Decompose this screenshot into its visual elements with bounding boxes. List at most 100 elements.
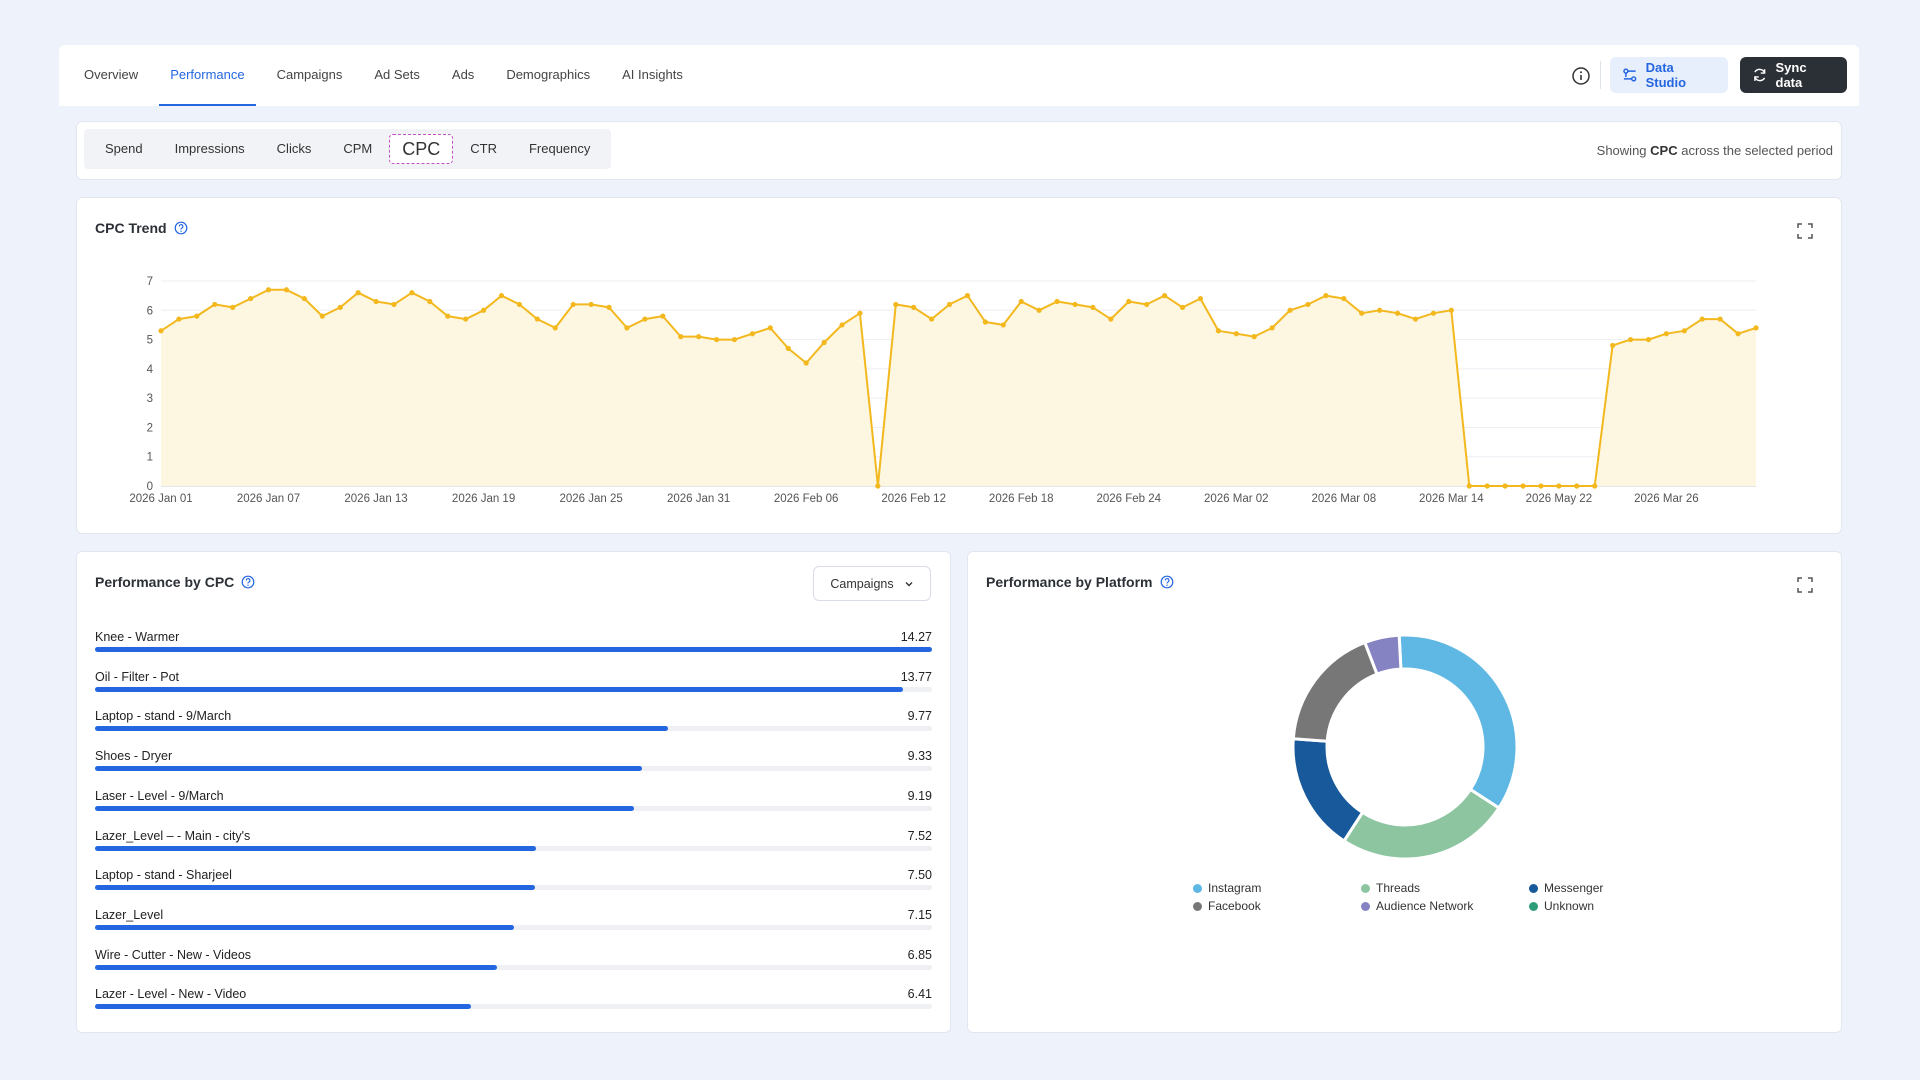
line-point: [1574, 483, 1580, 489]
line: [160, 288, 1757, 487]
legend-item[interactable]: Messenger: [1529, 881, 1697, 895]
legend-swatch: [1361, 901, 1370, 911]
line-point: [588, 301, 594, 308]
expand-icon[interactable]: [1796, 576, 1814, 594]
bar: [95, 885, 535, 891]
line-point: [821, 339, 827, 346]
line-point: [1466, 483, 1472, 489]
line-point: [1359, 310, 1365, 316]
bar-track: [95, 885, 932, 891]
chart-title: Performance by CPC: [95, 574, 235, 590]
bar: [95, 726, 669, 732]
metric-tab[interactable]: Clicks: [276, 141, 312, 156]
line-point: [1144, 301, 1150, 308]
bar-row: Wire - Cutter - New - Videos 6.85: [95, 948, 932, 972]
help-icon[interactable]: [1160, 575, 1174, 589]
bar-track: [95, 686, 932, 692]
bar-track: [95, 845, 932, 851]
line-point: [1681, 328, 1687, 334]
line-point: [731, 336, 738, 343]
bar: [95, 964, 497, 970]
nav-tab[interactable]: Overview: [84, 67, 139, 82]
donut-chart: [1291, 633, 1519, 861]
sync-button[interactable]: Sync data: [1740, 57, 1847, 93]
help-icon[interactable]: [174, 221, 188, 235]
nav-tab[interactable]: Ads: [451, 67, 475, 82]
metric-tabs: Spend Impressions Clicks CPM CPC CTR Frequency: [84, 129, 612, 169]
metric-tab[interactable]: Impressions: [174, 141, 245, 156]
metric-tab[interactable]: CTR: [470, 141, 497, 156]
top-nav: Overview Performance Campaigns Ad Sets Ads De…: [59, 45, 1859, 106]
x-tick-label: 2026 Jan 01: [129, 493, 192, 505]
data-studio-label: Data Studio: [1645, 60, 1687, 90]
line-point: [516, 301, 523, 308]
bar-track: [95, 1004, 932, 1010]
line-point: [839, 322, 845, 328]
bar-track: [95, 766, 932, 772]
y-tick-label: 6: [147, 305, 153, 317]
bar-label: Lazer_Level: [95, 907, 164, 922]
bar-label: Shoes - Dryer: [95, 749, 173, 764]
line-point: [427, 298, 433, 305]
bar-row: Oil - Filter - Pot 13.77: [95, 670, 932, 694]
line-point: [1341, 295, 1347, 302]
line-point: [1538, 483, 1544, 489]
line-point: [1717, 316, 1723, 322]
line-point: [946, 301, 953, 308]
group-dropdown[interactable]: Campaigns: [813, 566, 931, 601]
legend-item[interactable]: Audience Network: [1361, 899, 1529, 913]
line-point: [1484, 483, 1490, 489]
legend-item[interactable]: Facebook: [1193, 899, 1361, 913]
help-icon[interactable]: [241, 575, 255, 589]
line-point: [1323, 293, 1329, 299]
chart-title: CPC Trend: [95, 220, 167, 236]
bar-row: Shoes - Dryer 9.33: [95, 749, 932, 773]
data-studio-icon: [1623, 68, 1637, 82]
metric-tab[interactable]: CPC: [389, 134, 454, 164]
bar-track: [95, 726, 932, 732]
legend-item[interactable]: Threads: [1361, 881, 1529, 895]
donut-slice: [1291, 640, 1379, 743]
bar-value: 6.41: [907, 987, 932, 1002]
donut-slice: [1291, 737, 1365, 844]
note-suffix: across the selected period: [1681, 143, 1833, 158]
metric-tab[interactable]: CPM: [343, 141, 373, 156]
line-point: [875, 483, 881, 489]
bar: [95, 766, 643, 772]
bar: [95, 647, 932, 652]
metric-bar: Spend Impressions Clicks CPM CPC CTR Frequency…: [76, 121, 1842, 180]
nav-tab[interactable]: Demographics: [506, 67, 591, 82]
legend-item[interactable]: Unknown: [1529, 899, 1697, 913]
x-tick-label: 2026 Feb 24: [1096, 493, 1161, 505]
line-point: [1126, 298, 1132, 305]
metric-tab[interactable]: Frequency: [528, 141, 591, 156]
legend-item[interactable]: Instagram: [1193, 881, 1361, 895]
x-tick-label: 2026 Jan 13: [344, 493, 407, 505]
bar-track: [95, 647, 932, 652]
y-tick-label: 0: [147, 481, 153, 493]
info-icon[interactable]: [1571, 66, 1591, 86]
bar-label: Lazer - Level - New - Video: [95, 987, 247, 1002]
bar-row: Knee - Warmer 14.27: [95, 630, 932, 654]
bar-value: 14.27: [900, 630, 932, 644]
line-point: [713, 336, 720, 343]
legend-swatch: [1193, 901, 1202, 911]
expand-icon[interactable]: [1796, 222, 1814, 240]
line-point: [1000, 322, 1006, 328]
line-point: [982, 319, 988, 325]
data-studio-button[interactable]: Data Studio: [1610, 57, 1728, 93]
legend-swatch: [1361, 883, 1370, 893]
nav-tab[interactable]: Performance: [159, 45, 256, 106]
nav-tab[interactable]: Ad Sets: [374, 67, 420, 82]
line-point: [409, 290, 415, 296]
bar-value: 6.85: [907, 947, 932, 962]
bar-row: Laptop - stand - 9/March 9.77: [95, 709, 932, 733]
nav-tab[interactable]: AI Insights: [622, 67, 683, 82]
legend-label: Audience Network: [1376, 899, 1474, 913]
nav-tab[interactable]: Campaigns: [276, 67, 343, 82]
metric-tab[interactable]: Spend: [105, 141, 143, 156]
line-point: [929, 316, 935, 322]
donut-slice: [1397, 633, 1519, 811]
line-point: [534, 316, 540, 322]
line-point: [678, 334, 684, 340]
